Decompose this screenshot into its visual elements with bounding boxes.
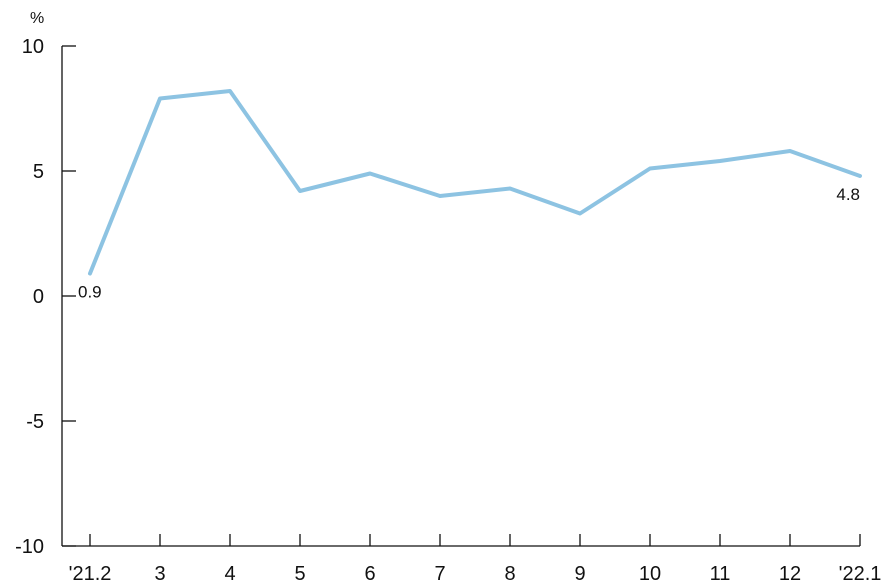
x-tick-label: 8 [504,563,515,585]
x-tick-label: 6 [364,563,375,585]
x-tick-label: 11 [710,563,731,585]
data-label: 4.8 [836,185,860,204]
x-tick-label: 12 [779,563,801,585]
y-axis-ticks: 10 5 0 -5 -10 [15,36,76,558]
x-tick-label: 7 [434,563,445,585]
y-tick-label: 10 [22,36,44,58]
x-tick-label: '21.2 [69,563,112,585]
x-tick-label: 5 [294,563,305,585]
data-label: 0.9 [78,283,102,302]
axes [61,46,860,547]
x-tick-label: 3 [154,563,165,585]
data-labels: 0.9 4.8 [78,185,860,302]
x-tick-label: 4 [224,563,235,585]
y-tick-label: -10 [15,536,44,558]
x-tick-label: 10 [639,563,661,585]
y-tick-label: -5 [26,411,44,433]
x-tick-label: 9 [574,563,585,585]
y-axis-unit-label: % [30,10,44,27]
y-tick-label: 0 [33,286,44,308]
y-tick-label: 5 [33,161,44,183]
series-line [88,89,862,276]
series-group [88,89,862,276]
x-axis-ticks: '21.2 3 4 5 6 7 8 9 10 11 12 '22.1 [69,534,882,585]
x-tick-label: '22.1 [839,563,882,585]
